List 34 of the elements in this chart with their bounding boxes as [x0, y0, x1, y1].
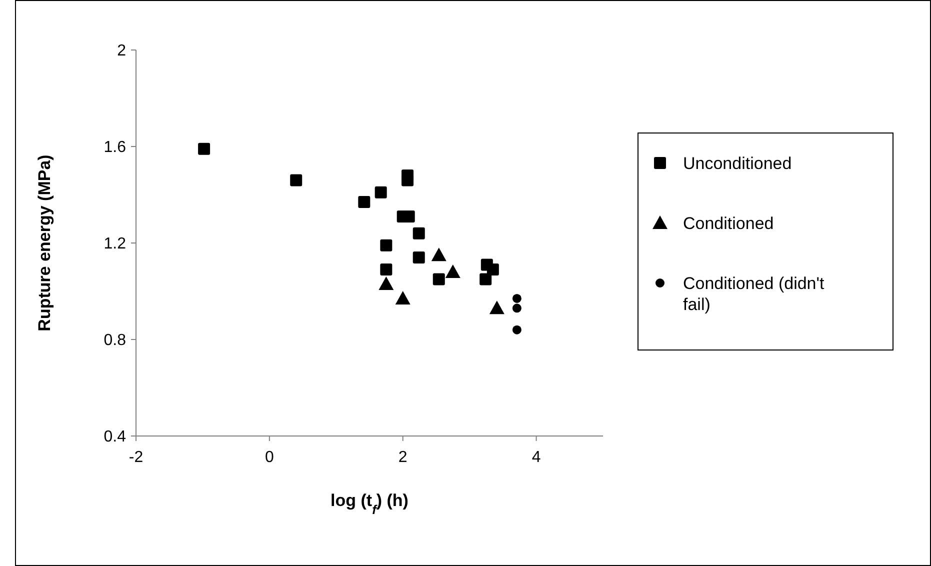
y-tick-label: 0.4 — [104, 428, 126, 446]
legend-label: Conditioned — [683, 214, 774, 233]
point — [480, 273, 492, 286]
point — [512, 294, 522, 303]
x-tick-label: 0 — [264, 449, 274, 466]
point — [445, 264, 460, 278]
point — [290, 174, 302, 186]
point — [432, 273, 445, 286]
y-tick-label: 1.2 — [104, 236, 126, 253]
point — [512, 325, 522, 334]
point — [198, 142, 210, 155]
y-tick-label: 1.6 — [104, 139, 126, 156]
point — [380, 264, 392, 276]
point — [395, 290, 410, 304]
point — [402, 174, 414, 186]
x-tick-label: 2 — [398, 449, 408, 466]
point — [380, 239, 392, 252]
point — [358, 196, 370, 208]
point — [378, 276, 394, 290]
point — [412, 251, 425, 264]
point — [489, 300, 504, 314]
y-tick-label: 2 — [117, 42, 126, 60]
point — [431, 248, 446, 262]
legend-label: Unconditioned — [683, 154, 792, 173]
x-tick-label: -2 — [128, 449, 144, 466]
point — [486, 264, 499, 276]
y-tick-label: 0.8 — [104, 332, 126, 350]
point — [412, 227, 425, 240]
point — [374, 186, 387, 198]
legend-label: Conditioned (didn't fail) — [683, 274, 825, 314]
point — [512, 304, 522, 313]
y-axis-title: Rupture energy (MPa) — [35, 154, 54, 332]
x-tick-label: 4 — [532, 449, 541, 466]
x-axis-title: log (t$_{f}$) (h) — [330, 491, 408, 516]
